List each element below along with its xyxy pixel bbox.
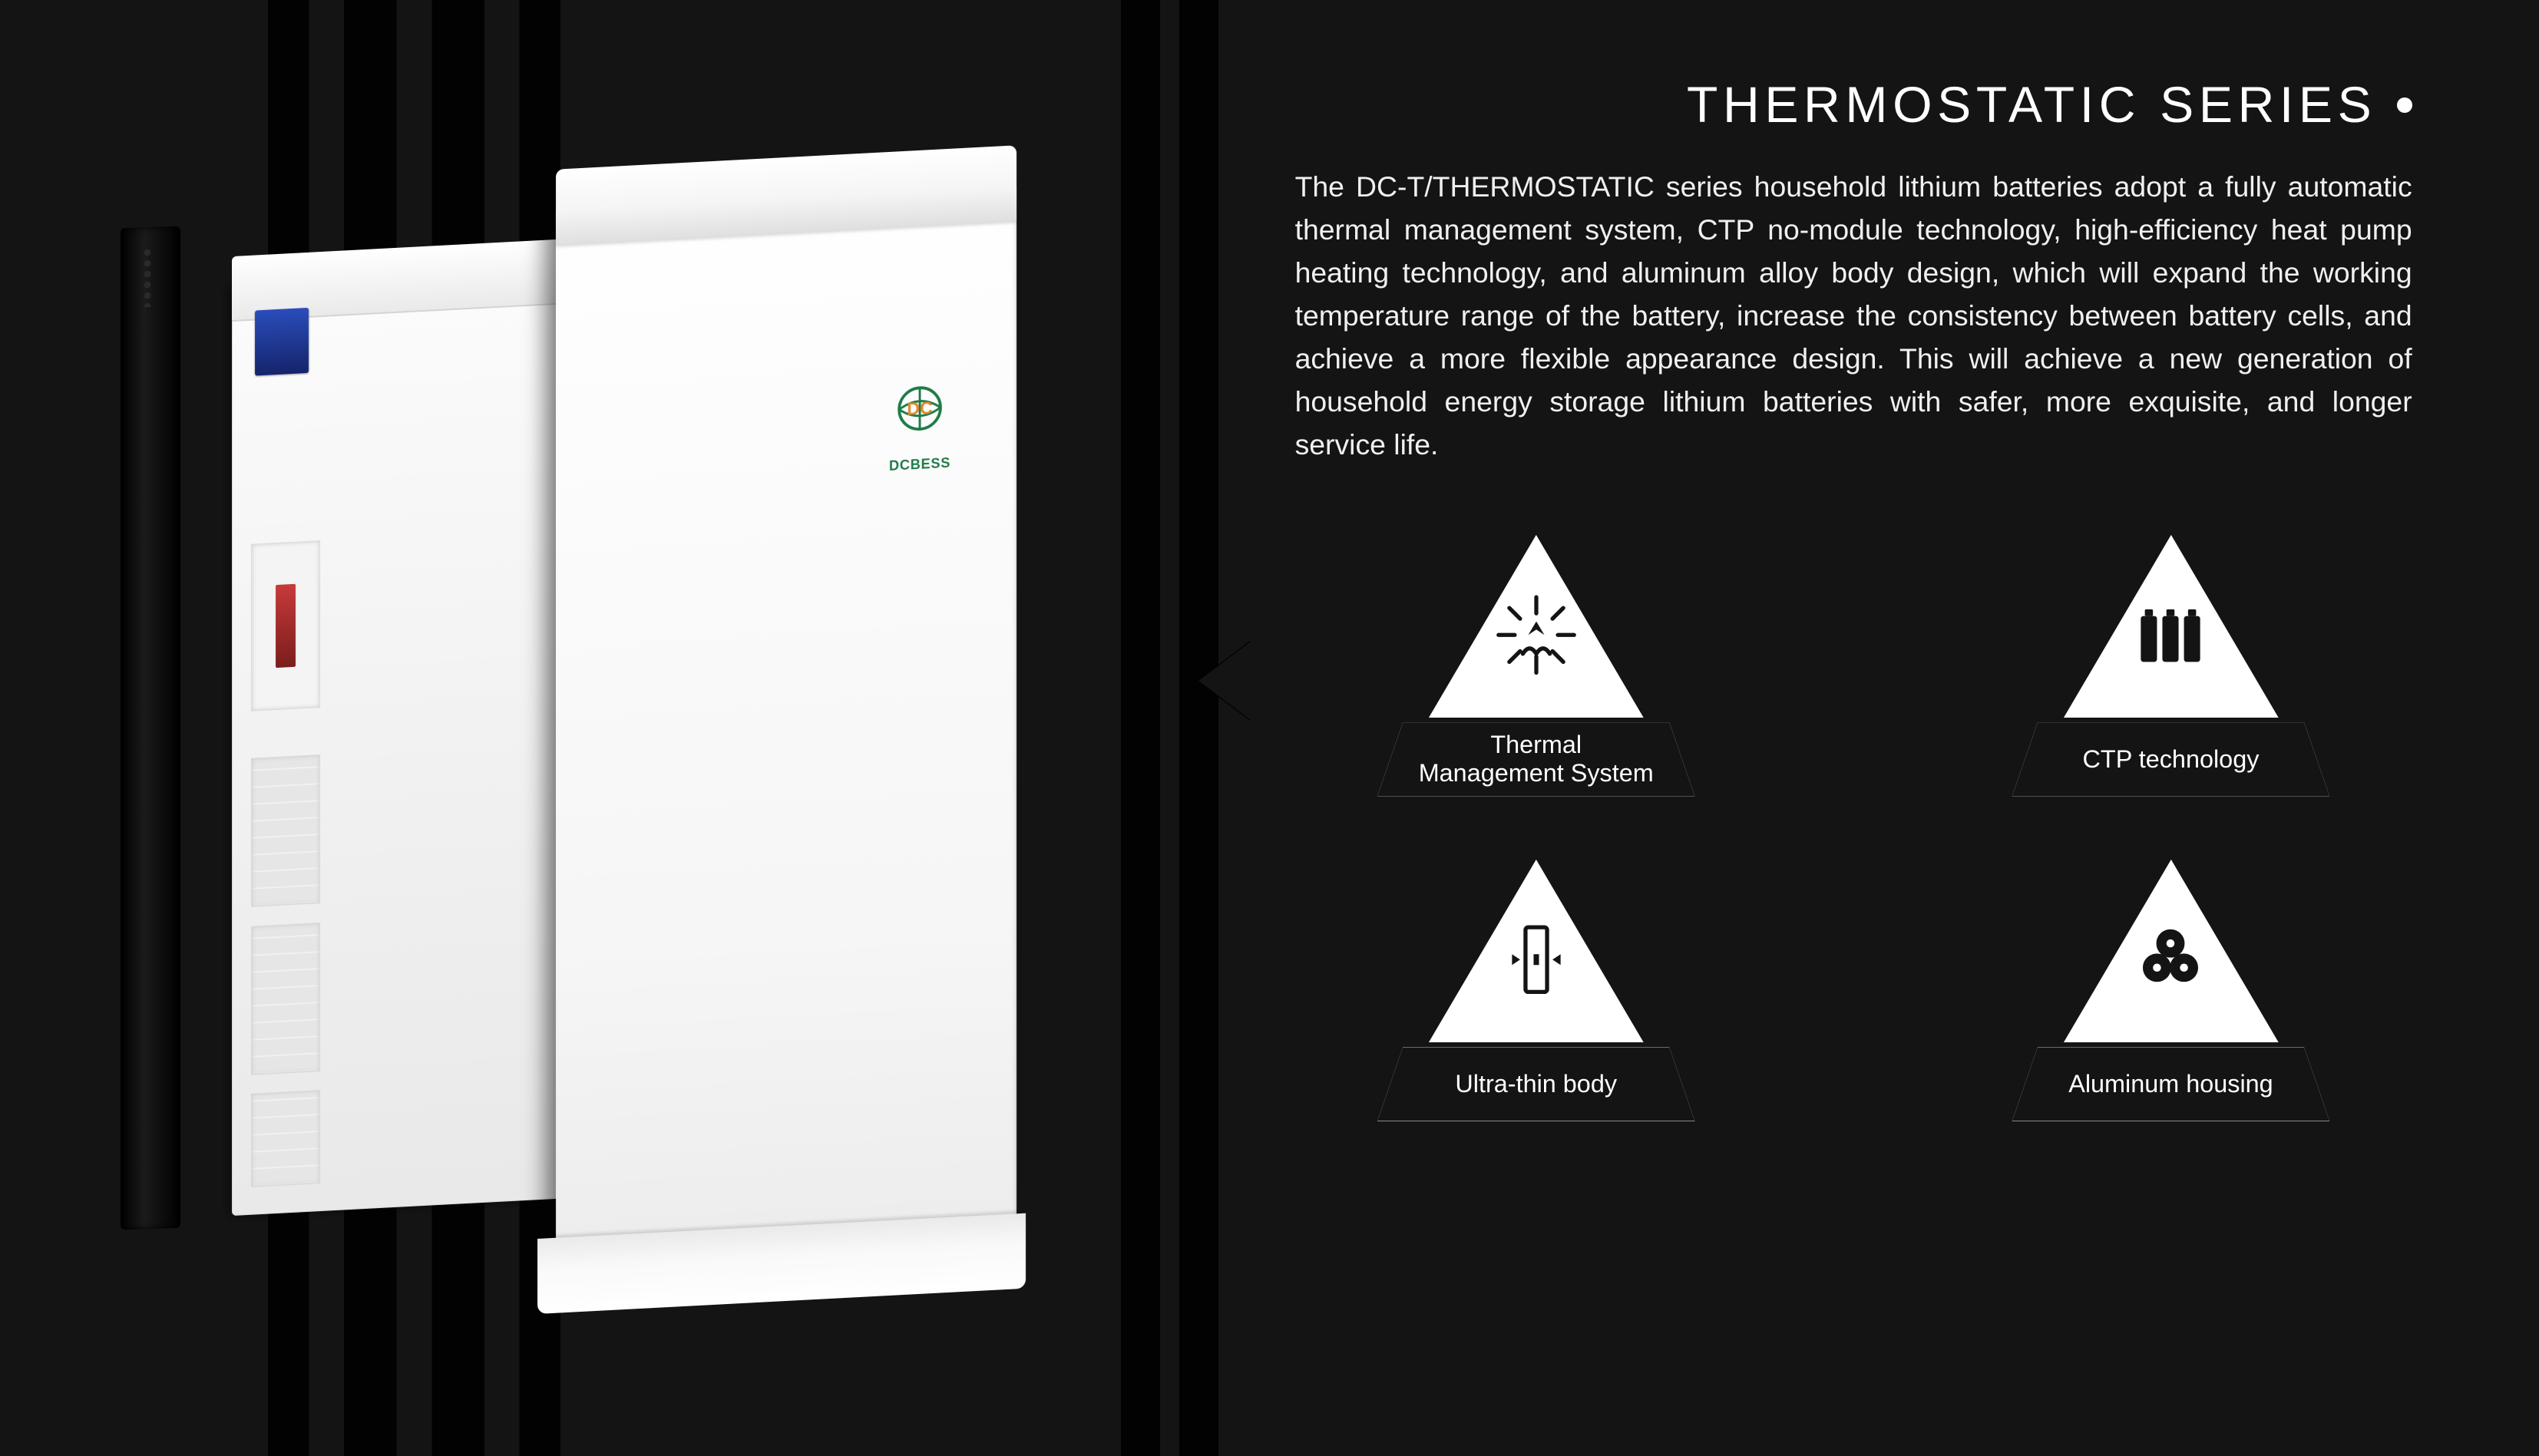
- product-window: [251, 540, 320, 711]
- product-exploded-view: DC DCBESS: [0, 0, 1218, 1456]
- product-image-panel: DC DCBESS: [0, 0, 1218, 1456]
- product-battery-slot: [251, 1090, 320, 1187]
- product-battery-slot: [251, 754, 320, 907]
- product-description: The DC-T/THERMOSTATIC series household l…: [1295, 165, 2412, 466]
- feature-label: Ultra-thin body: [1440, 1070, 1632, 1098]
- product-rear-panel: [121, 226, 180, 1230]
- feature-label: CTP technology: [2068, 745, 2275, 774]
- feature-ctp: CTP technology: [2012, 527, 2329, 797]
- thin-icon: [1493, 916, 1579, 1002]
- feature-label: Thermal Management System: [1403, 731, 1669, 788]
- feature-grid: Thermal Management System: [1295, 527, 2412, 1121]
- feature-thin: Ultra-thin body: [1377, 852, 1694, 1121]
- product-battery-slot: [251, 922, 320, 1075]
- product-connector: [275, 583, 295, 668]
- brand-name: DCBESS: [883, 455, 957, 475]
- aluminum-icon: [2127, 916, 2213, 1002]
- text-panel: THERMOSTATIC SERIES The DC-T/THERMOSTATI…: [1218, 0, 2539, 1456]
- page-title: THERMOSTATIC SERIES: [1687, 76, 2376, 134]
- brand-logo: DC DCBESS: [883, 376, 957, 475]
- ctp-icon: [2127, 592, 2213, 678]
- text-pointer-notch: [1198, 641, 1251, 721]
- feature-aluminum: Aluminum housing: [2012, 852, 2329, 1121]
- product-motor: [255, 308, 309, 376]
- product-slide: DC DCBESS THERMOSTATIC SERIES The DC-T/T…: [0, 0, 2539, 1456]
- title-bullet-icon: [2397, 97, 2412, 113]
- feature-thermal: Thermal Management System: [1377, 527, 1694, 797]
- product-outer-cover: DC DCBESS: [556, 180, 1017, 1276]
- logo-monogram: DC: [907, 398, 933, 420]
- thermal-icon: [1493, 592, 1579, 678]
- feature-label: Aluminum housing: [2053, 1070, 2288, 1098]
